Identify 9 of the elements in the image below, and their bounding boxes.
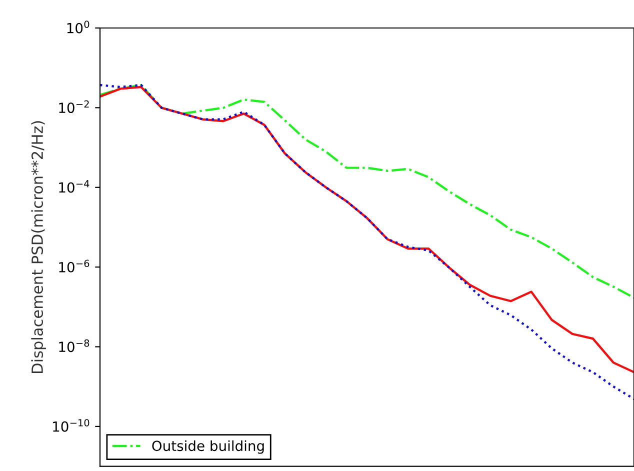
legend-label: Outside building bbox=[152, 440, 264, 454]
y-tick-label: 10$^{−2}$ bbox=[59, 100, 89, 114]
y-tick-label: 10$^{0}$ bbox=[67, 20, 90, 34]
line-series bbox=[100, 84, 634, 299]
y-tick-label: 10$^{−10}$ bbox=[53, 419, 90, 432]
y-tick-label: 10$^{−4}$ bbox=[59, 180, 90, 193]
y-tick-label: 10$^{−8}$ bbox=[59, 339, 90, 352]
y-tick-label: 10$^{−6}$ bbox=[59, 260, 90, 272]
y-axis-title: Displacement PSD(micron**2/Hz) bbox=[31, 121, 46, 373]
